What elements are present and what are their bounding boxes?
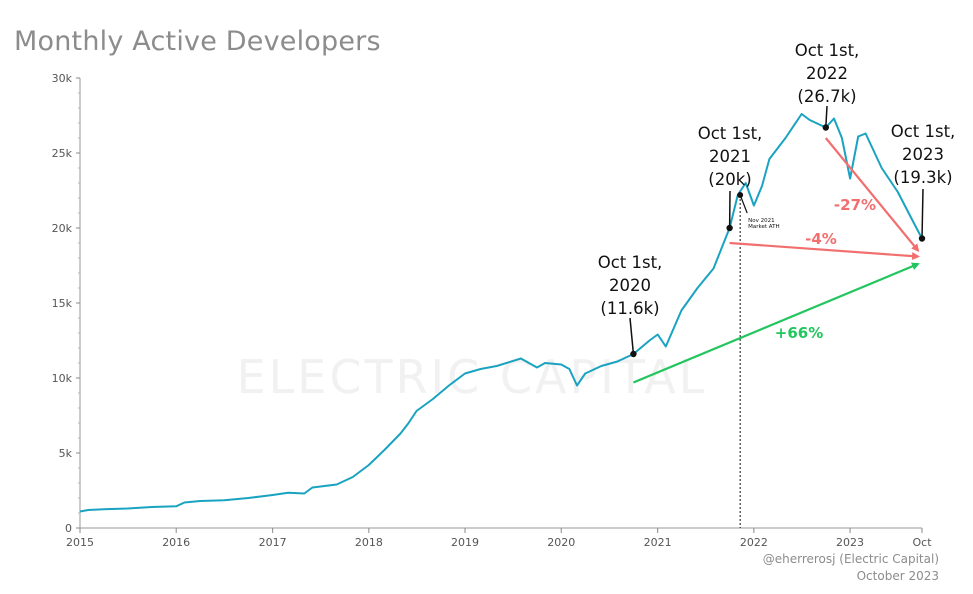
annotation-label: (20k)	[708, 170, 751, 189]
annotation-label: Oct 1st,	[891, 122, 956, 141]
credit-date: October 2023	[857, 569, 939, 583]
y-tick-label: 15k	[52, 297, 73, 310]
annotation-label: (19.3k)	[893, 168, 952, 187]
watermark-text: ELECTRIC CAPITAL	[237, 350, 708, 404]
change-label: -27%	[834, 196, 876, 214]
x-tick-label: 2019	[451, 536, 479, 549]
chart-title: Monthly Active Developers	[14, 26, 381, 57]
x-tick-label: 2020	[547, 536, 575, 549]
y-tick-label: 20k	[52, 222, 73, 235]
annotation-dot	[630, 350, 637, 358]
change-label: -4%	[805, 230, 837, 248]
change-label: +66%	[775, 324, 823, 342]
y-tick-label: 25k	[52, 147, 73, 160]
annotation-label: Oct 1st,	[795, 41, 860, 60]
annotation-pointer	[921, 188, 924, 239]
x-tick-label: 2015	[66, 536, 94, 549]
x-tick-label: 2018	[355, 536, 383, 549]
annotation-label: Oct 1st,	[598, 253, 663, 272]
annotation-dot	[822, 124, 830, 131]
annotation-label: 2020	[609, 276, 651, 295]
annotation-label: (26.7k)	[797, 87, 856, 106]
x-tick-label: Oct	[912, 536, 932, 549]
credit-author: @eherrerosj (Electric Capital)	[763, 552, 939, 566]
x-tick-label: 2016	[162, 536, 190, 549]
x-tick-label: 2017	[259, 536, 287, 549]
annotation-label: 2021	[709, 147, 751, 166]
annotation-dot	[918, 235, 926, 242]
y-tick-label: 5k	[59, 447, 73, 460]
annotation-label: Oct 1st,	[698, 124, 763, 143]
annotation-pointer	[825, 105, 828, 128]
y-tick-label: 0	[65, 522, 72, 535]
annotation-label: (11.6k)	[600, 299, 659, 318]
annotation-label: 2022	[806, 64, 848, 83]
change-arrow	[633, 262, 920, 384]
series-line	[79, 113, 923, 513]
change-arrow	[824, 137, 920, 253]
ath-label: Market ATH	[748, 224, 780, 230]
annotation-dot	[726, 224, 733, 232]
annotation-pointer	[629, 317, 635, 355]
ath-pointer	[739, 194, 748, 214]
annotation-label: 2023	[902, 145, 944, 164]
y-tick-label: 10k	[52, 372, 73, 385]
y-tick-label: 30k	[52, 72, 73, 85]
x-tick-label: 2022	[740, 536, 768, 549]
ath-dot	[737, 192, 744, 198]
change-arrow	[729, 241, 920, 261]
x-tick-label: 2021	[644, 536, 672, 549]
ath-label: Nov 2021	[748, 218, 774, 224]
x-tick-label: 2023	[836, 536, 864, 549]
